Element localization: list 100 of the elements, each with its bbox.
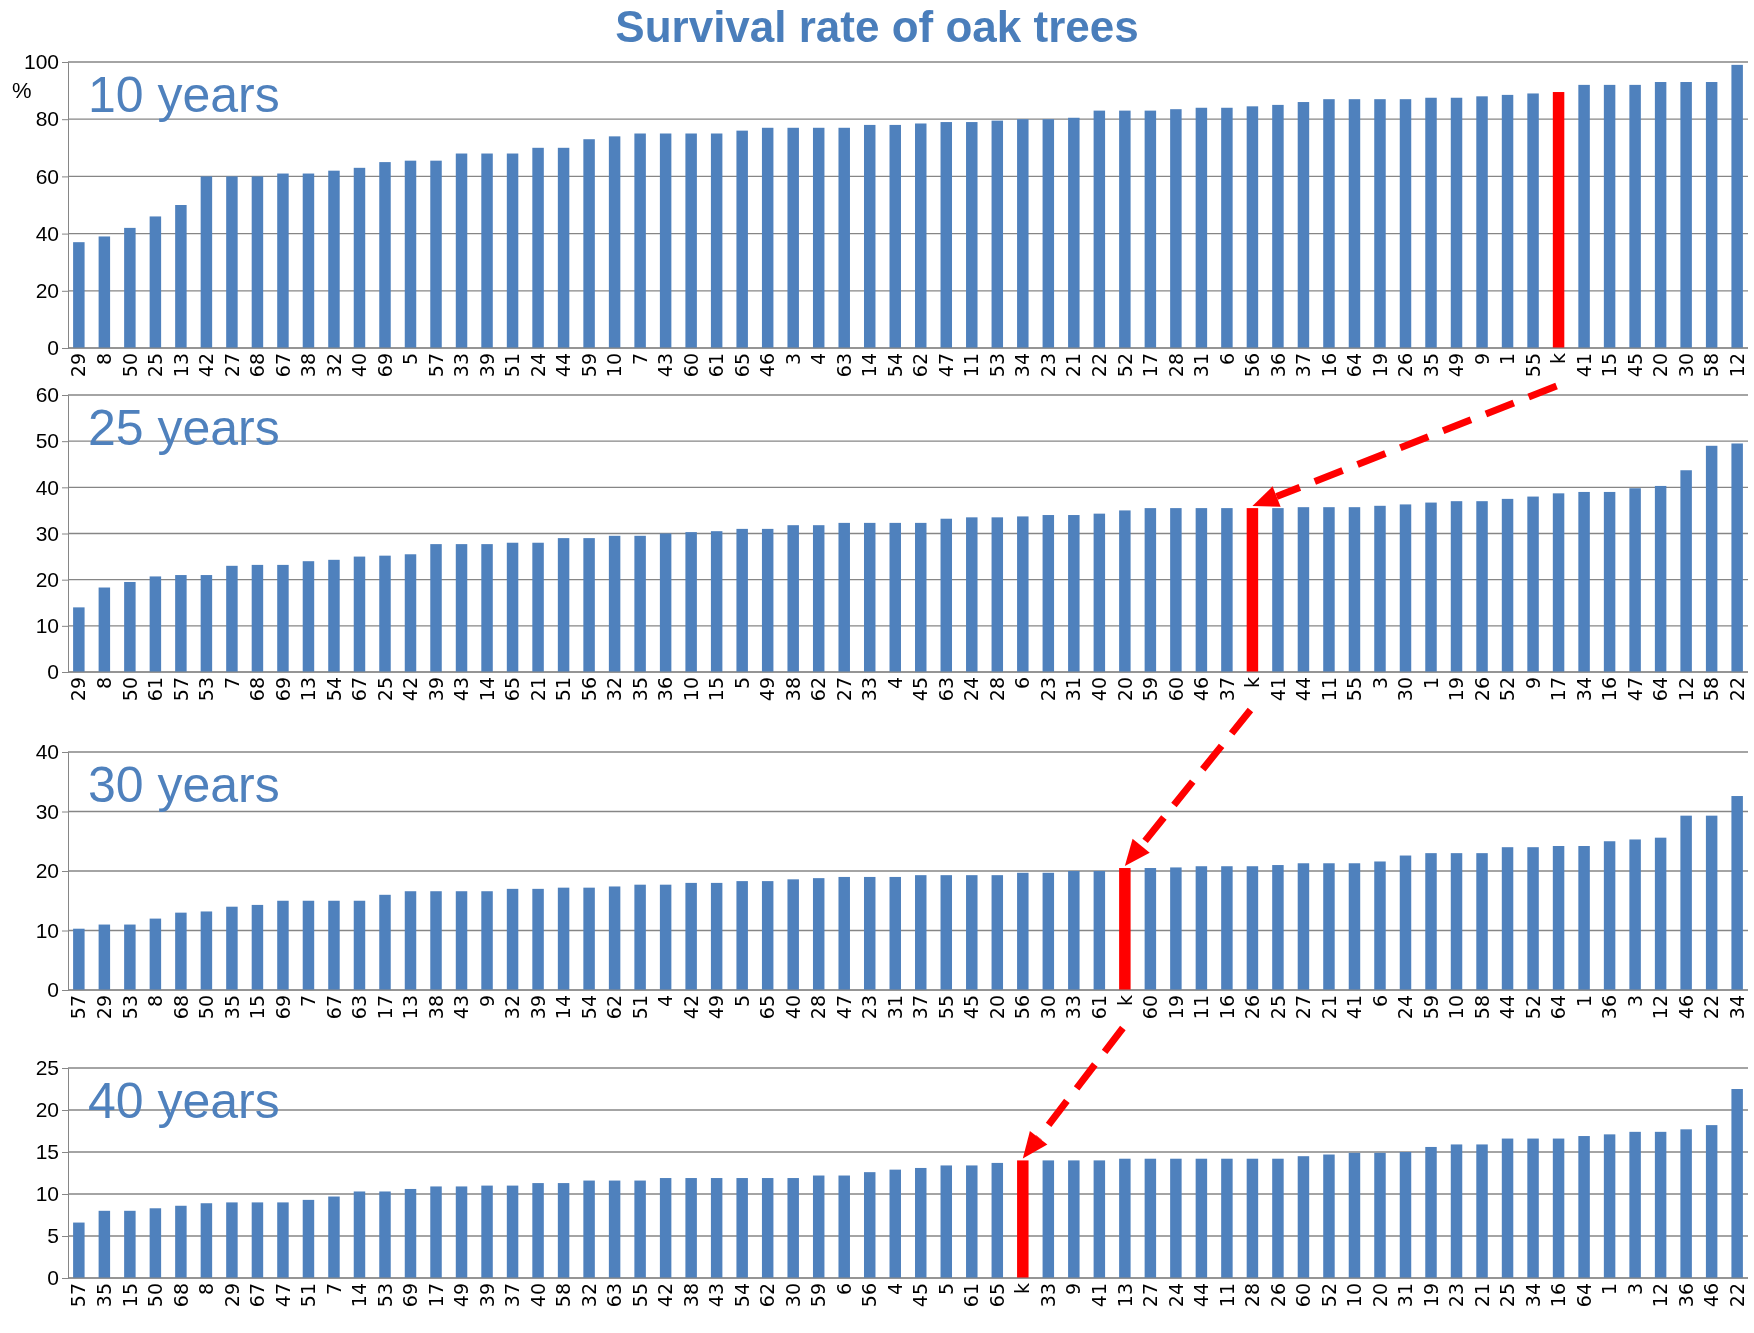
bar [1527, 847, 1539, 990]
bar [1348, 507, 1361, 672]
bar [1450, 501, 1463, 672]
x-tick-label: 44 [1496, 995, 1519, 1020]
bar [1297, 1156, 1310, 1278]
x-tick-label: 8 [144, 995, 167, 1008]
x-tick-label: 59 [1139, 677, 1162, 702]
bar [1578, 1136, 1590, 1278]
bar [1425, 97, 1437, 348]
bar [761, 127, 774, 348]
x-tick-label: 5 [934, 1283, 957, 1296]
x-tick-label: 4 [654, 995, 677, 1008]
bar [149, 918, 162, 990]
x-tick-label: 13 [399, 995, 422, 1020]
x-tick-label: 32 [322, 353, 345, 378]
bar [1654, 485, 1667, 672]
x-tick-label: 67 [322, 995, 345, 1020]
y-tick-label: 20 [35, 279, 59, 303]
x-tick-label: 11 [1190, 995, 1213, 1020]
bar [1731, 1089, 1743, 1278]
bar [98, 236, 111, 348]
bar [404, 1188, 417, 1278]
bar [685, 532, 697, 672]
x-tick-label: 53 [373, 1283, 396, 1308]
bar [328, 900, 340, 990]
x-tick-label: 63 [934, 677, 957, 702]
bar [966, 1165, 978, 1278]
bar [583, 538, 595, 672]
x-tick-label: 57 [67, 995, 90, 1020]
bar [455, 1186, 468, 1278]
x-tick-label: 16 [1215, 995, 1238, 1020]
bar [1144, 508, 1157, 672]
x-tick-label: 43 [450, 677, 473, 702]
bar [277, 1202, 289, 1278]
x-tick-label: 35 [93, 1283, 116, 1308]
x-tick-label: 69 [373, 353, 396, 378]
bar [1450, 1144, 1463, 1278]
bar [608, 535, 621, 672]
x-tick-label: 59 [807, 1283, 830, 1308]
x-tick-label: 35 [220, 995, 243, 1020]
bar [226, 565, 238, 672]
x-tick-label: 39 [424, 677, 447, 702]
x-tick-label: 7 [628, 353, 651, 366]
x-tick-label: 58 [1700, 353, 1723, 378]
bar [1552, 846, 1565, 990]
bar [1501, 847, 1514, 990]
x-tick-label: 10 [603, 353, 626, 378]
x-tick-label: 29 [67, 353, 90, 378]
bar [506, 888, 519, 990]
x-tick-label: 37 [909, 995, 932, 1020]
x-tick-label: 7 [322, 1283, 345, 1296]
x-tick-label: 43 [450, 995, 473, 1020]
bar [1629, 84, 1641, 348]
bar [838, 1175, 850, 1278]
bar [915, 1167, 927, 1278]
x-tick-label: 50 [144, 1283, 167, 1308]
bar [608, 136, 621, 348]
bar [1705, 82, 1718, 348]
x-tick-label: 20 [1649, 353, 1672, 378]
y-tick-label: 40 [35, 221, 59, 245]
x-tick-label: 3 [781, 353, 804, 366]
x-tick-label: 42 [195, 353, 218, 378]
x-tick-label: 31 [1062, 677, 1085, 702]
bar [1374, 861, 1386, 990]
x-tick-label: 62 [909, 353, 932, 378]
bar [1603, 491, 1616, 672]
x-tick-label: 8 [93, 353, 116, 366]
bar [966, 875, 978, 990]
x-tick-label: 67 [271, 353, 294, 378]
x-tick-label: 30 [1674, 353, 1697, 378]
y-tick-label: 5 [47, 1224, 59, 1248]
y-tick-label: 40 [35, 475, 59, 499]
x-tick-label: 37 [501, 1283, 524, 1308]
bar [1680, 1129, 1692, 1278]
bar [1119, 510, 1131, 672]
x-tick-label: 22 [1087, 353, 1110, 378]
bar [1246, 1158, 1259, 1278]
x-tick-label: 62 [807, 677, 830, 702]
x-tick-label: 27 [220, 353, 243, 378]
bar [353, 1191, 366, 1278]
x-tick-label: 44 [1190, 1283, 1213, 1308]
x-tick-label: 40 [781, 995, 804, 1020]
x-tick-label: 30 [1394, 677, 1417, 702]
y-tick-label: 10 [35, 1182, 59, 1206]
x-tick-label: 17 [1547, 677, 1570, 702]
y-tick-label: 30 [35, 799, 59, 823]
y-tick-label: 40 [35, 740, 59, 764]
x-tick-label: 47 [832, 995, 855, 1020]
x-tick-label: 27 [1139, 1283, 1162, 1308]
chart-subtitle: 40 years [88, 1073, 280, 1129]
bar [481, 891, 493, 990]
x-tick-label: 47 [934, 353, 957, 378]
bar [1170, 109, 1182, 348]
x-tick-label: 41 [1572, 353, 1595, 378]
bar [1603, 841, 1616, 990]
bar [1093, 513, 1106, 672]
bar [557, 1183, 570, 1278]
x-tick-label: 19 [1419, 1283, 1442, 1308]
bar [1476, 1144, 1488, 1278]
x-tick-label: 4 [807, 353, 830, 366]
